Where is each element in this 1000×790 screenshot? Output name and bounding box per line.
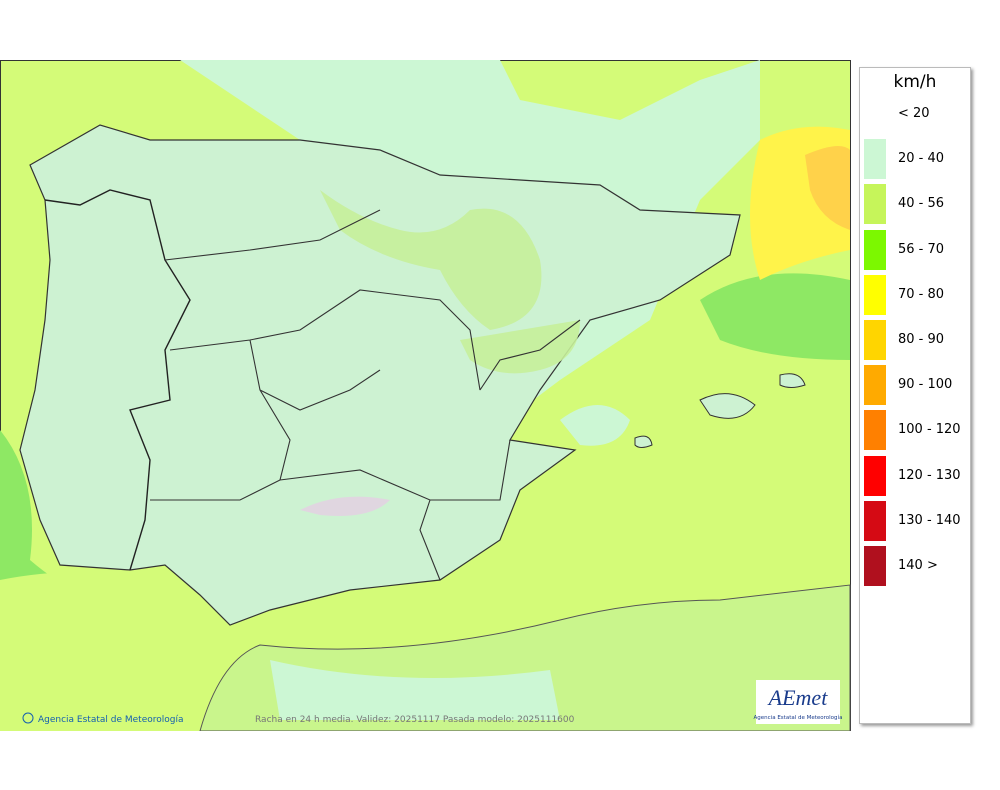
legend-label: 100 - 120 — [898, 422, 961, 438]
legend-swatch — [864, 320, 886, 360]
legend-item: 20 - 40 — [864, 139, 968, 180]
legend-item: 40 - 56 — [864, 184, 968, 225]
legend-item: 80 - 90 — [864, 320, 968, 360]
legend-label: 120 - 130 — [898, 467, 961, 483]
mountains — [300, 496, 390, 516]
wind-area — [700, 273, 850, 360]
legend-swatch — [864, 410, 886, 451]
logo-subtitle: Agencia Estatal de Meteorología — [754, 714, 843, 721]
legend-swatch — [864, 546, 886, 586]
wind-area — [320, 190, 542, 330]
legend-swatch — [864, 455, 886, 496]
legend-swatch — [864, 500, 886, 541]
legend-item: 140 > — [864, 546, 968, 586]
map: Agencia Estatal de Meteorología Racha en… — [0, 60, 851, 731]
legend-item: 100 - 120 — [864, 410, 968, 451]
legend-item: 90 - 100 — [864, 365, 968, 406]
legend-label: 20 - 40 — [898, 151, 945, 167]
legend-item: 120 - 130 — [864, 455, 968, 496]
caption: Racha en 24 h media. Validez: 20251117 P… — [255, 715, 575, 725]
legend-label: 90 - 100 — [898, 377, 953, 393]
legend-label: 80 - 90 — [898, 332, 945, 347]
legend-label: 56 - 70 — [898, 241, 945, 257]
legend-swatch — [864, 229, 886, 270]
logo-box — [756, 680, 840, 724]
calm-area — [270, 660, 560, 720]
wind-area — [460, 320, 580, 374]
legend-swatch — [864, 365, 886, 406]
border — [150, 209, 581, 581]
legend-item: < 20 — [864, 94, 968, 134]
balearic-islands — [634, 373, 806, 448]
legend-item: 70 - 80 — [864, 274, 968, 315]
legend-item: 56 - 70 — [864, 229, 968, 270]
logo: AEmet — [767, 685, 829, 710]
legend-swatch — [864, 274, 886, 315]
copyright-icon — [22, 712, 34, 724]
legend-label: 130 - 140 — [898, 512, 961, 528]
wind-area — [805, 146, 850, 230]
credit: Agencia Estatal de Meteorología — [38, 715, 184, 725]
border — [44, 189, 191, 571]
legend-label: 140 > — [898, 558, 938, 573]
legend-swatch — [864, 94, 886, 134]
legend-swatch — [864, 139, 886, 180]
legend-unit: km/h — [893, 72, 937, 92]
legend-swatch — [864, 184, 886, 225]
legend-label: 70 - 80 — [898, 286, 945, 302]
legend: km/h < 20 20 - 40 40 - 56 56 - 70 70 - 80 80 … — [859, 67, 971, 724]
legend-label: 40 - 56 — [898, 196, 945, 212]
legend-item: 130 - 140 — [864, 500, 968, 541]
legend-label: < 20 — [898, 106, 930, 121]
